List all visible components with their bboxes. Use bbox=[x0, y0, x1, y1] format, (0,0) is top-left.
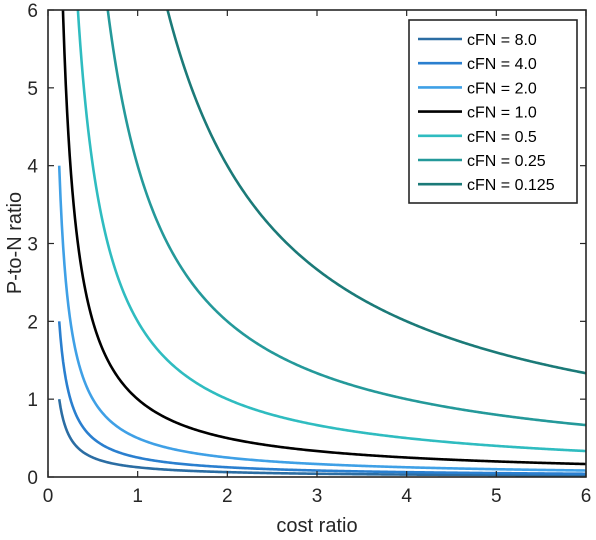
x-axis-label: cost ratio bbox=[276, 515, 357, 537]
legend-label: cFN = 2.0 bbox=[467, 80, 537, 97]
x-tick-label: 6 bbox=[581, 486, 592, 507]
series-line-4 bbox=[76, 10, 586, 453]
x-tick-label: 1 bbox=[132, 486, 143, 507]
series-line-3 bbox=[61, 10, 586, 466]
legend: cFN = 8.0 cFN = 4.0 cFN = 2.0 cFN = 1.0 cFN … bbox=[408, 19, 578, 204]
y-tick-label: 5 bbox=[27, 79, 38, 100]
y-tick-label: 6 bbox=[27, 1, 38, 22]
legend-label: cFN = 0.5 bbox=[467, 129, 537, 146]
series-line-5 bbox=[106, 10, 586, 427]
legend-label: cFN = 1.0 bbox=[467, 105, 537, 122]
series-layer bbox=[57, 10, 586, 477]
legend-label: cFN = 4.0 bbox=[467, 56, 537, 73]
y-tick-label: 0 bbox=[27, 468, 38, 489]
series-line-2 bbox=[57, 165, 586, 472]
series-line-1 bbox=[57, 321, 586, 476]
x-tick-label: 0 bbox=[43, 486, 54, 507]
x-tick-label: 5 bbox=[491, 486, 502, 507]
series-line-0 bbox=[57, 398, 586, 477]
x-tick-label: 2 bbox=[222, 486, 233, 507]
y-tick-label: 3 bbox=[27, 235, 38, 256]
y-tick-label: 1 bbox=[27, 390, 38, 411]
legend-label: cFN = 8.0 bbox=[467, 32, 537, 49]
ticks-layer: 0 1 2 3 4 5 6 0 1 2 3 4 5 6 bbox=[27, 1, 591, 507]
y-tick-label: 2 bbox=[27, 312, 38, 333]
series-line-6 bbox=[166, 10, 586, 375]
legend-label: cFN = 0.125 bbox=[467, 177, 555, 194]
legend-label: cFN = 0.25 bbox=[467, 153, 546, 170]
x-tick-label: 4 bbox=[401, 486, 412, 507]
y-axis-label: P-to-N ratio bbox=[4, 192, 26, 294]
y-tick-label: 4 bbox=[27, 157, 38, 178]
x-tick-label: 3 bbox=[312, 486, 323, 507]
